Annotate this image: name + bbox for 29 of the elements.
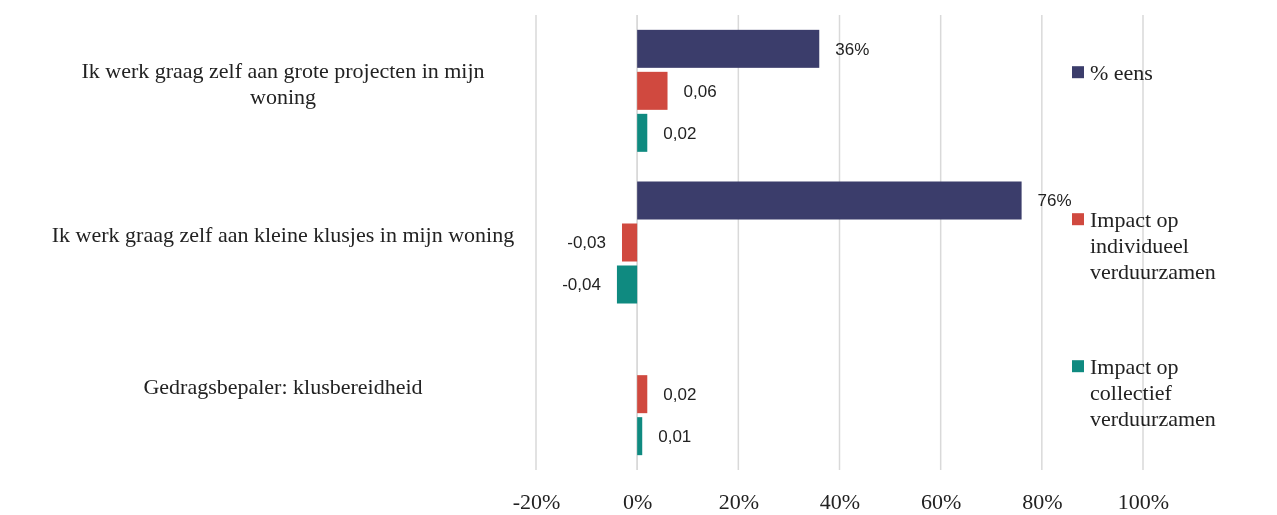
bar — [637, 181, 1022, 220]
legend-label: Impact op collectief verduurzamen — [1090, 353, 1216, 431]
legend-label: Impact op individueel verduurzamen — [1090, 206, 1216, 284]
bar — [621, 223, 638, 262]
data-label: 0,02 — [663, 123, 697, 143]
data-label: 0,06 — [683, 81, 717, 101]
data-label: -0,04 — [562, 275, 601, 295]
x-tick-label: 100% — [1117, 488, 1170, 514]
legend-label: % eens — [1090, 59, 1153, 85]
data-label: 76% — [1037, 191, 1072, 211]
data-label: -0,03 — [567, 233, 606, 253]
x-tick-label: 40% — [819, 488, 861, 514]
bar — [616, 265, 638, 304]
data-label: 0,02 — [663, 385, 697, 405]
y-tick-label: Ik werk graag zelf aan kleine klusjes in mijn woning — [51, 222, 515, 248]
x-tick-label: -20% — [512, 488, 561, 514]
bar — [637, 71, 668, 110]
x-tick-label: 60% — [921, 488, 962, 514]
x-tick-label: 20% — [718, 488, 759, 514]
y-tick-label: Ik werk graag zelf aan grote projecten in mijn woning — [81, 57, 485, 109]
bar — [637, 417, 643, 456]
data-label: 0,01 — [658, 427, 692, 447]
y-tick-label: Gedragsbepaler: klusbereidheid — [143, 373, 423, 399]
x-tick-label: 0% — [623, 488, 653, 514]
bar — [637, 375, 648, 414]
x-tick-label: 80% — [1022, 488, 1063, 514]
data-label: 36% — [835, 39, 870, 59]
bar — [637, 29, 820, 68]
bar — [637, 113, 648, 152]
